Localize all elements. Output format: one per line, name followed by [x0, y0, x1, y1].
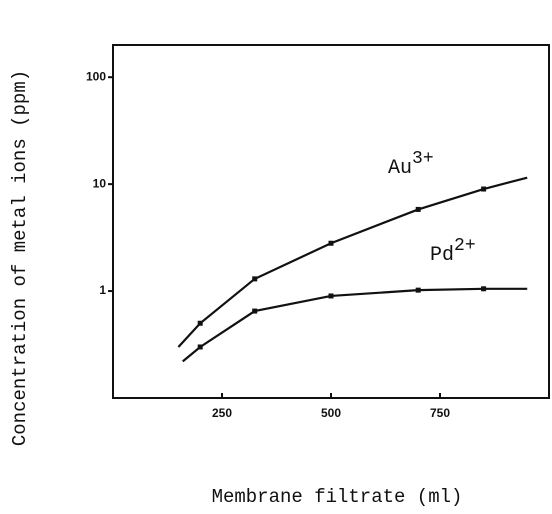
x-tick-label: 250 — [212, 406, 232, 420]
y-tick-label: 1 — [99, 283, 106, 297]
y-axis-label: Concentration of metal ions (ppm) — [9, 70, 31, 446]
data-point — [328, 293, 334, 299]
data-point — [328, 240, 334, 246]
series-line — [182, 287, 528, 363]
y-tick-label: 10 — [93, 176, 107, 190]
series-label: Pd2+ — [430, 236, 476, 268]
series-label: Au3+ — [388, 149, 434, 181]
series-name: Pd — [430, 244, 454, 267]
data-point — [415, 287, 421, 293]
data-point — [252, 308, 258, 314]
y-tick-label: 100 — [86, 69, 106, 83]
series-line — [177, 176, 528, 348]
data-point — [415, 206, 421, 212]
series-name: Au — [388, 157, 412, 180]
data-point — [481, 286, 487, 292]
data-point — [252, 276, 258, 282]
plot-frame — [112, 44, 550, 399]
series-charge: 3+ — [412, 149, 434, 169]
x-axis-label: Membrane filtrate (ml) — [212, 486, 463, 508]
data-point — [197, 320, 203, 326]
x-tick-label: 750 — [430, 406, 450, 420]
x-tick-label: 500 — [321, 406, 341, 420]
data-point — [197, 344, 203, 350]
series-charge: 2+ — [454, 236, 476, 256]
data-point — [481, 186, 487, 192]
